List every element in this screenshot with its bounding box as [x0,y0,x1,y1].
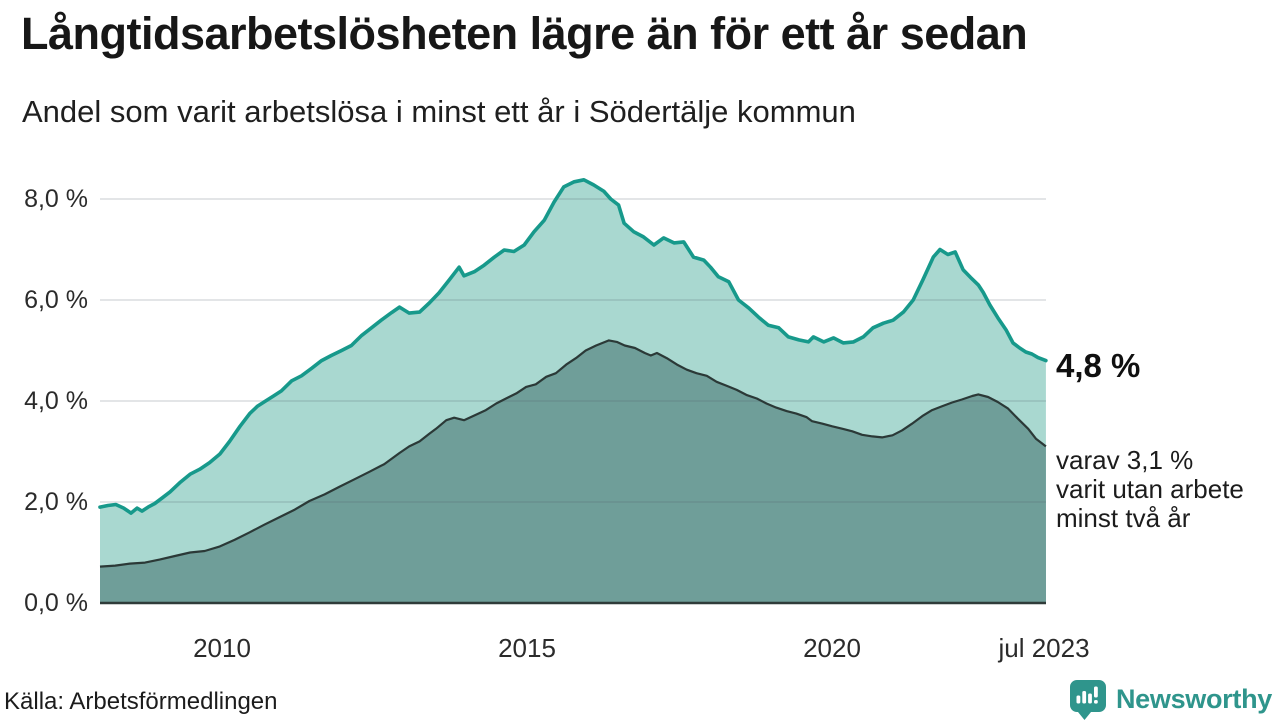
series-area-minst-tva-ar [100,340,1046,603]
y-axis-tick: 0,0 % [24,589,88,617]
source-credit: Källa: Arbetsförmedlingen [4,688,278,715]
series-line-minst-tva-ar [99,339,1047,568]
y-axis-tick: 8,0 % [24,185,88,213]
x-axis-tick: jul 2023 [998,633,1090,663]
newsworthy-brand: Newsworthy [1067,678,1272,720]
newsworthy-brand-text: Newsworthy [1115,683,1272,714]
series-line-minst-ett-ar [98,178,1048,515]
newsworthy-logo-icon [1069,680,1106,720]
page-title: Långtidsarbetslösheten lägre än för ett … [21,8,1028,59]
x-axis-tick: 2010 [193,633,251,663]
chart-subtitle: Andel som varit arbetslösa i minst ett å… [22,94,856,129]
logo-bar-chart-glyph [1076,686,1098,704]
secondary-note-label: varav 3,1 % varit utan arbete minst två … [1056,445,1244,533]
y-axis-tick: 4,0 % [24,387,88,415]
logo-bubble-shape [1069,680,1106,720]
y-axis-tick: 6,0 % [24,286,88,314]
latest-value-label: 4,8 % [1056,347,1141,384]
x-axis-tick: 2020 [803,633,861,663]
y-axis-tick: 2,0 % [24,488,88,516]
x-axis-tick: 2015 [498,633,556,663]
